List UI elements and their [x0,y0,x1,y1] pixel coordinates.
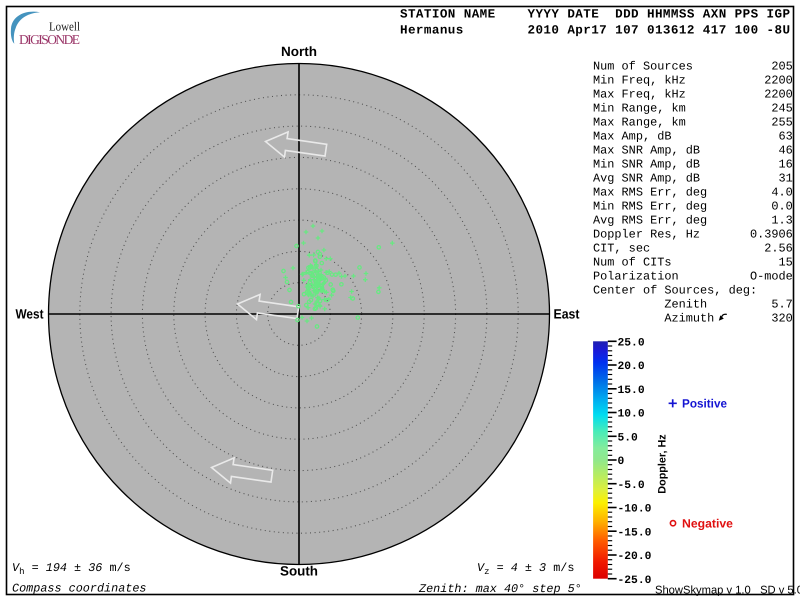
svg-text:-15.0: -15.0 [618,527,652,539]
svg-text:15.0: 15.0 [618,385,645,397]
svg-text:Max Freq, kHz 2200: Max Freq, kHz 2200 [593,88,793,102]
svg-text:Avg RMS Err, deg 1.3: Avg RMS Err, deg 1.3 [593,214,793,228]
svg-text:Lowell: Lowell [49,20,80,34]
svg-text:Zenith 5.7: Zenith 5.7 [593,298,793,312]
svg-text:10.0: 10.0 [618,409,645,421]
svg-text:Polarization O-mode: Polarization O-mode [593,270,793,284]
svg-text:Min Freq, kHz 2200: Min Freq, kHz 2200 [593,74,793,88]
svg-text:Doppler Res, Hz 0.3906: Doppler Res, Hz 0.3906 [593,228,793,242]
svg-text:Max Range, km 255: Max Range, km 255 [593,116,793,130]
svg-text:-5.0: -5.0 [618,480,645,492]
svg-text:Vz = 4 ± 3 m/s: Vz = 4 ± 3 m/s [477,561,574,577]
svg-text:25.0: 25.0 [618,338,645,350]
svg-text:Azimuth 320: Azimuth 320 [593,312,793,326]
svg-text:Max Amp, dB 63: Max Amp, dB 63 [593,130,793,144]
svg-text:20.0: 20.0 [618,361,645,373]
svg-text:Num of CITs 15: Num of CITs 15 [593,256,793,270]
svg-text:Max SNR Amp, dB 46: Max SNR Amp, dB 46 [593,144,793,158]
svg-text:-20.0: -20.0 [618,551,652,563]
svg-text:Min SNR Amp, dB 16: Min SNR Amp, dB 16 [593,158,793,172]
svg-text:Min RMS Err, deg 0.0: Min RMS Err, deg 0.0 [593,200,793,214]
svg-text:Center of Sources, deg:: Center of Sources, deg: [593,284,757,298]
svg-text:STATION NAME YYYY DATE DDD: STATION NAME YYYY DATE DDD HHMMSS AXN PP… [400,7,790,21]
svg-text:-10.0: -10.0 [618,504,652,516]
svg-text:Avg SNR Amp, dB 31: Avg SNR Amp, dB 31 [593,172,793,186]
svg-text:West: West [16,307,44,322]
svg-text:ShowSkymap v 1.0 SD v 5.0: ShowSkymap v 1.0 SD v 5.0 [655,584,800,596]
svg-text:Doppler, Hz: Doppler, Hz [657,434,669,494]
svg-text:Max RMS Err, deg 4.0: Max RMS Err, deg 4.0 [593,186,793,200]
svg-text:Vh = 194 ± 36 m/s: Vh = 194 ± 36 m/s [12,561,131,577]
svg-text:Compass coordinates: Compass coordinates [12,582,147,596]
svg-text:Num of Sources 205: Num of Sources 205 [593,60,793,74]
svg-text:Zenith: max 40° step 5°: Zenith: max 40° step 5° [418,582,582,596]
svg-text:North: North [281,44,317,59]
svg-text:Hermanus 2010 Apr17 107: Hermanus 2010 Apr17 107 013612 417 100 -… [400,23,790,37]
svg-text:South: South [280,564,318,579]
svg-text:Min Range, km 245: Min Range, km 245 [593,102,793,116]
svg-text:CIT, sec 2.56: CIT, sec 2.56 [593,242,793,256]
svg-text:DIGISONDE: DIGISONDE [19,32,80,47]
svg-text:Positive: Positive [682,397,727,411]
svg-text:5.0: 5.0 [618,433,639,445]
svg-text:0: 0 [618,456,625,468]
svg-text:East: East [554,307,580,322]
svg-text:-25.0: -25.0 [618,575,652,587]
svg-text:Negative: Negative [682,517,733,531]
